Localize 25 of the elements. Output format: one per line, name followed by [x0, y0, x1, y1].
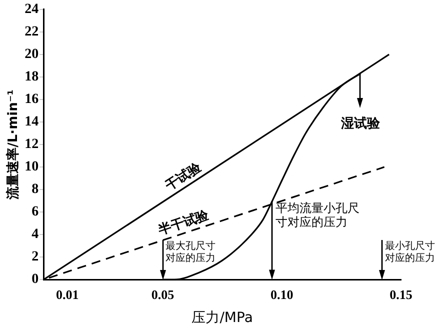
y-tick-label: 6	[32, 204, 39, 220]
y-tick-label: 2	[32, 250, 39, 265]
x-tick-label: 0.01	[56, 286, 79, 302]
y-tick-label: 4	[32, 227, 39, 242]
y-tick-label: 18	[24, 70, 39, 85]
y-tick-label: 20	[24, 47, 39, 62]
annotation: 平均流量小孔尺寸对应的压力	[275, 200, 360, 229]
y-tick-label: 24	[24, 2, 39, 18]
x-tick-label: 0.05	[151, 286, 175, 302]
annotation: 最大孔尺寸对应的压力	[166, 240, 216, 264]
x-tick-label: 0.15	[390, 286, 413, 302]
text: 半干试验	[155, 206, 212, 239]
y-axis-title: 流量速率/L·min⁻¹	[5, 90, 22, 200]
y-tick-label: 16	[24, 92, 39, 108]
y-tick-label: 14	[24, 114, 39, 130]
annotation: 最小孔尺寸对应的压力	[385, 240, 435, 264]
y-tick-label: 0	[32, 272, 39, 288]
x-axis-title: 压力/MPa	[192, 310, 253, 326]
x-tick-label: 0.10	[270, 286, 294, 302]
y-tick-label: 8	[32, 182, 39, 198]
y-tick-label: 10	[24, 160, 39, 175]
series-label: 湿试验	[340, 115, 381, 132]
y-tick-label: 12	[24, 137, 39, 152]
text: 干试验	[162, 158, 205, 194]
y-tick-label: 22	[24, 24, 39, 40]
